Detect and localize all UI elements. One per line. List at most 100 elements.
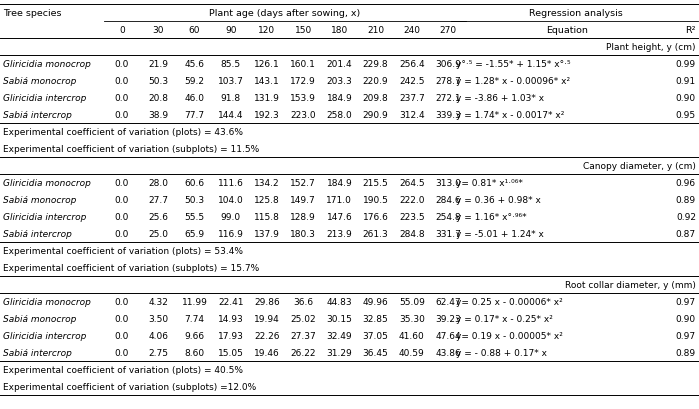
Text: y= 0.25 x - 0.00006* x²: y= 0.25 x - 0.00006* x² — [456, 298, 563, 307]
Text: 149.7: 149.7 — [290, 196, 316, 205]
Text: y = 1.16* x°·⁹⁶*: y = 1.16* x°·⁹⁶* — [456, 213, 526, 222]
Text: 220.9: 220.9 — [363, 77, 389, 86]
Text: 0.90: 0.90 — [676, 315, 696, 324]
Text: 284.8: 284.8 — [399, 230, 424, 239]
Text: 37.05: 37.05 — [363, 332, 389, 341]
Text: Sabiá monocrop: Sabiá monocrop — [3, 77, 76, 86]
Text: 19.94: 19.94 — [254, 315, 280, 324]
Text: 19.46: 19.46 — [254, 349, 280, 358]
Text: R²: R² — [686, 26, 696, 35]
Text: 0.95: 0.95 — [676, 111, 696, 120]
Text: 203.3: 203.3 — [326, 77, 352, 86]
Text: 0.87: 0.87 — [676, 230, 696, 239]
Text: 254.8: 254.8 — [435, 213, 461, 222]
Text: 0.89: 0.89 — [676, 196, 696, 205]
Text: 77.7: 77.7 — [185, 111, 205, 120]
Text: 59.2: 59.2 — [185, 77, 204, 86]
Text: 20.8: 20.8 — [148, 94, 168, 103]
Text: 91.8: 91.8 — [221, 94, 240, 103]
Text: 25.0: 25.0 — [148, 230, 168, 239]
Text: 8.60: 8.60 — [185, 349, 205, 358]
Text: 339.3: 339.3 — [435, 111, 461, 120]
Text: 278.7: 278.7 — [435, 77, 461, 86]
Text: Plant age (days after sowing, x): Plant age (days after sowing, x) — [210, 9, 361, 18]
Text: 223.5: 223.5 — [399, 213, 424, 222]
Text: 32.85: 32.85 — [363, 315, 389, 324]
Text: 55.5: 55.5 — [185, 213, 205, 222]
Text: 25.6: 25.6 — [148, 213, 168, 222]
Text: Tree species: Tree species — [3, 9, 62, 18]
Text: 144.4: 144.4 — [218, 111, 243, 120]
Text: 85.5: 85.5 — [221, 60, 240, 69]
Text: 36.6: 36.6 — [293, 298, 313, 307]
Text: Experimental coefficient of variation (plots) = 53.4%: Experimental coefficient of variation (p… — [3, 247, 243, 256]
Text: 90: 90 — [225, 26, 236, 35]
Text: 47.64: 47.64 — [435, 332, 461, 341]
Text: y= 0.81* x¹·⁰⁶*: y= 0.81* x¹·⁰⁶* — [456, 179, 523, 188]
Text: 222.0: 222.0 — [399, 196, 424, 205]
Text: 7.74: 7.74 — [185, 315, 204, 324]
Text: y = 1.28* x - 0.00096* x²: y = 1.28* x - 0.00096* x² — [456, 77, 570, 86]
Text: 103.7: 103.7 — [217, 77, 244, 86]
Text: 4.06: 4.06 — [148, 332, 168, 341]
Text: 62.47: 62.47 — [435, 298, 461, 307]
Text: 116.9: 116.9 — [217, 230, 244, 239]
Text: Equation: Equation — [546, 26, 588, 35]
Text: 272.1: 272.1 — [435, 94, 461, 103]
Text: 25.02: 25.02 — [290, 315, 316, 324]
Text: 0.0: 0.0 — [115, 315, 129, 324]
Text: Sabiá monocrop: Sabiá monocrop — [3, 196, 76, 205]
Text: 284.6: 284.6 — [435, 196, 461, 205]
Text: 49.96: 49.96 — [363, 298, 389, 307]
Text: Gliricidia monocrop: Gliricidia monocrop — [3, 298, 91, 307]
Text: 258.0: 258.0 — [326, 111, 352, 120]
Text: 28.0: 28.0 — [148, 179, 168, 188]
Text: y = 0.17* x - 0.25* x²: y = 0.17* x - 0.25* x² — [456, 315, 553, 324]
Text: 331.7: 331.7 — [435, 230, 461, 239]
Text: 50.3: 50.3 — [148, 77, 168, 86]
Text: 176.6: 176.6 — [363, 213, 389, 222]
Text: 237.7: 237.7 — [399, 94, 425, 103]
Text: 240: 240 — [403, 26, 420, 35]
Text: Gliricidia intercrop: Gliricidia intercrop — [3, 213, 87, 222]
Text: 0.0: 0.0 — [115, 298, 129, 307]
Text: Gliricidia monocrop: Gliricidia monocrop — [3, 179, 91, 188]
Text: 21.9: 21.9 — [148, 60, 168, 69]
Text: 46.0: 46.0 — [185, 94, 204, 103]
Text: 0.97: 0.97 — [676, 298, 696, 307]
Text: 99.0: 99.0 — [221, 213, 240, 222]
Text: 184.9: 184.9 — [326, 94, 352, 103]
Text: 201.4: 201.4 — [326, 60, 352, 69]
Text: 256.4: 256.4 — [399, 60, 424, 69]
Text: 210: 210 — [367, 26, 384, 35]
Text: 30: 30 — [152, 26, 164, 35]
Text: 27.37: 27.37 — [290, 332, 316, 341]
Text: 171.0: 171.0 — [326, 196, 352, 205]
Text: 134.2: 134.2 — [254, 179, 280, 188]
Text: 0.0: 0.0 — [115, 196, 129, 205]
Text: 26.22: 26.22 — [290, 349, 316, 358]
Text: Experimental coefficient of variation (subplots) = 15.7%: Experimental coefficient of variation (s… — [3, 264, 259, 273]
Text: 0.89: 0.89 — [676, 349, 696, 358]
Text: 17.93: 17.93 — [217, 332, 244, 341]
Text: 0.0: 0.0 — [115, 349, 129, 358]
Text: Gliricidia monocrop: Gliricidia monocrop — [3, 60, 91, 69]
Text: 172.9: 172.9 — [290, 77, 316, 86]
Text: 160.1: 160.1 — [290, 60, 316, 69]
Text: 137.9: 137.9 — [254, 230, 280, 239]
Text: 39.23: 39.23 — [435, 315, 461, 324]
Text: 31.29: 31.29 — [326, 349, 352, 358]
Text: 30.15: 30.15 — [326, 315, 352, 324]
Text: Gliricidia intercrop: Gliricidia intercrop — [3, 94, 87, 103]
Text: 0.90: 0.90 — [676, 94, 696, 103]
Text: Sabiá intercrop: Sabiá intercrop — [3, 230, 72, 239]
Text: Root collar diameter, y (mm): Root collar diameter, y (mm) — [565, 281, 696, 290]
Text: Sabiá intercrop: Sabiá intercrop — [3, 111, 72, 120]
Text: 229.8: 229.8 — [363, 60, 389, 69]
Text: 2.75: 2.75 — [148, 349, 168, 358]
Text: 131.9: 131.9 — [254, 94, 280, 103]
Text: 0.97: 0.97 — [676, 332, 696, 341]
Text: 0.96: 0.96 — [676, 179, 696, 188]
Text: y = 1.74* x - 0.0017* x²: y = 1.74* x - 0.0017* x² — [456, 111, 564, 120]
Text: 0.0: 0.0 — [115, 230, 129, 239]
